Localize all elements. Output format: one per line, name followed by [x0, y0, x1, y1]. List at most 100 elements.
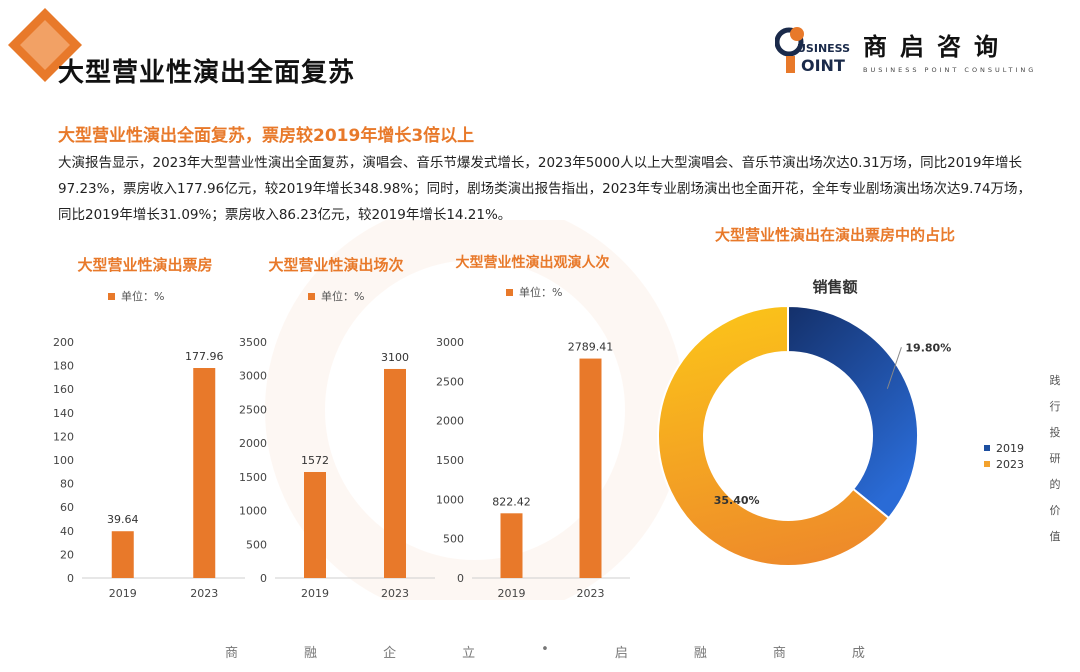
- y-tick-label: 500: [246, 538, 267, 551]
- chart-3-title: 大型营业性演出观演人次: [455, 255, 610, 271]
- logo-name-en: BUSINESS POINT CONSULTING: [863, 66, 1037, 74]
- footer-slogan-char: 融: [693, 646, 707, 661]
- y-tick-label: 80: [60, 478, 74, 491]
- logo-mark: USINESS OINT: [775, 27, 850, 75]
- chart-2-title: 大型营业性演出场次: [268, 256, 404, 274]
- y-tick-label: 2500: [436, 375, 464, 388]
- footer-slogan-char: 立: [462, 646, 476, 661]
- bar-value-label: 39.64: [107, 513, 139, 526]
- y-tick-label: 1000: [239, 505, 267, 518]
- chart-1-title: 大型营业性演出票房: [77, 256, 213, 274]
- company-logo: USINESS OINT 商启咨询 BUSINESS POINT CONSULT…: [775, 22, 1055, 82]
- y-tick-label: 200: [53, 336, 74, 349]
- y-tick-label: 0: [457, 572, 464, 585]
- corner-decoration: [8, 8, 82, 82]
- donut-chart-legend: 2019 2023: [984, 440, 1024, 472]
- y-tick-label: 3000: [436, 336, 464, 349]
- footer-slogan-char: 商: [225, 646, 239, 661]
- y-tick-label: 100: [53, 454, 74, 467]
- bar-2019: [111, 531, 134, 578]
- bar-2023: [579, 358, 602, 578]
- footer-slogan: 商 融 企 立 • 启 融 商 成: [225, 642, 865, 661]
- legend-label-2023: 2023: [996, 457, 1024, 471]
- footer-slogan-char: 启: [614, 646, 628, 661]
- chart-2-legend-label: 单位：%: [321, 290, 365, 303]
- legend-label-2019: 2019: [996, 441, 1024, 455]
- y-tick-label: 2000: [239, 437, 267, 450]
- logo-name-cn: 商启咨询: [863, 33, 1011, 61]
- footer-slogan-char: 融: [304, 646, 318, 661]
- footer-slogan-char: 商: [772, 646, 786, 661]
- legend-swatch-2023: [984, 461, 990, 467]
- y-tick-label: 40: [60, 525, 74, 538]
- donut-chart-title: 大型营业性演出在演出票房中的占比: [714, 226, 955, 244]
- y-tick-label: 1000: [436, 493, 464, 506]
- side-slogan-char: 行: [1049, 400, 1061, 413]
- chart-1-legend-swatch: [108, 292, 115, 300]
- side-slogan-char: 投: [1049, 426, 1061, 439]
- bar-2023: [384, 368, 406, 578]
- y-tick-label: 3500: [239, 336, 267, 349]
- donut-value-label-2023: 35.40%: [714, 494, 760, 507]
- legend-swatch-2019: [984, 445, 990, 451]
- chart-3-legend-label: 单位：%: [519, 286, 563, 299]
- x-tick-label: 2023: [577, 587, 605, 600]
- y-tick-label: 2000: [436, 415, 464, 428]
- x-tick-label: 2019: [109, 587, 137, 600]
- bar-2023: [193, 368, 216, 578]
- chart-1-plot: 0 20 40 60 80 100 120 140 160 180 200 39.64 2019 177.…: [53, 336, 245, 600]
- chart-3-plot: 0 500 1000 1500 2000 2500 3000 822.42 2019 2789.4…: [436, 336, 630, 600]
- side-slogan-char: 值: [1049, 530, 1061, 543]
- footer-slogan-char: 成: [851, 646, 865, 661]
- side-slogan-char: 践: [1049, 374, 1061, 387]
- y-tick-label: 3000: [239, 370, 267, 383]
- chart-3-legend-swatch: [506, 288, 513, 296]
- side-slogan-char: 的: [1049, 478, 1061, 491]
- logo-mark-top: USINESS: [797, 42, 850, 55]
- donut-chart-plot: 19.80% 35.40%: [657, 304, 951, 567]
- x-tick-label: 2023: [190, 587, 218, 600]
- bar-value-label: 822.42: [492, 495, 531, 508]
- y-tick-label: 0: [67, 572, 74, 585]
- bar-value-label: 177.96: [185, 350, 224, 363]
- donut-slice-2023: [657, 304, 891, 567]
- x-tick-label: 2019: [498, 587, 526, 600]
- legend-item-2023: 2023: [984, 456, 1024, 472]
- x-tick-label: 2023: [381, 587, 409, 600]
- bar-value-label: 1572: [301, 454, 329, 467]
- footer-slogan-char: 企: [383, 646, 397, 661]
- intro-paragraph: 大演报告显示，2023年大型营业性演出全面复苏，演唱会、音乐节爆发式增长，202…: [58, 155, 1032, 223]
- chart-2-legend-swatch: [308, 292, 315, 300]
- bar-value-label: 2789.41: [568, 341, 614, 354]
- donut-slice-2019: [787, 304, 919, 520]
- donut-value-label-2019: 19.80%: [905, 341, 951, 354]
- y-tick-label: 1500: [436, 454, 464, 467]
- section-heading: 大型营业性演出全面复苏，票房较2019年增长3倍以上: [58, 126, 475, 146]
- y-tick-label: 60: [60, 501, 74, 514]
- y-tick-label: 2500: [239, 403, 267, 416]
- x-tick-label: 2019: [301, 587, 329, 600]
- y-tick-label: 0: [260, 572, 267, 585]
- footer-slogan-char: •: [541, 642, 549, 657]
- slide-title: 大型营业性演出全面复苏: [58, 58, 356, 88]
- y-tick-label: 140: [53, 407, 74, 420]
- chart-3-legend: 单位：%: [506, 284, 562, 300]
- bar-value-label: 3100: [381, 351, 409, 364]
- chart-2-legend: 单位：%: [308, 288, 364, 304]
- chart-1-legend-label: 单位：%: [121, 290, 165, 303]
- bar-2019: [500, 513, 523, 578]
- chart-2-plot: 0 500 1000 1500 2000 2500 3000 3500 1572 2019 3100…: [239, 336, 435, 600]
- side-slogan-char: 研: [1049, 452, 1061, 465]
- donut-chart-subtitle: 销售额: [812, 278, 858, 296]
- leader-line: [886, 347, 902, 389]
- y-tick-label: 500: [443, 533, 464, 546]
- logo-mark-bottom: OINT: [801, 56, 845, 75]
- bar-2019: [304, 472, 326, 578]
- side-slogan-char: 价: [1049, 504, 1061, 517]
- chart-1-legend: 单位：%: [108, 288, 164, 304]
- y-tick-label: 120: [53, 430, 74, 443]
- y-tick-label: 160: [53, 383, 74, 396]
- y-tick-label: 1500: [239, 471, 267, 484]
- legend-item-2019: 2019: [984, 440, 1024, 456]
- y-tick-label: 20: [60, 548, 74, 561]
